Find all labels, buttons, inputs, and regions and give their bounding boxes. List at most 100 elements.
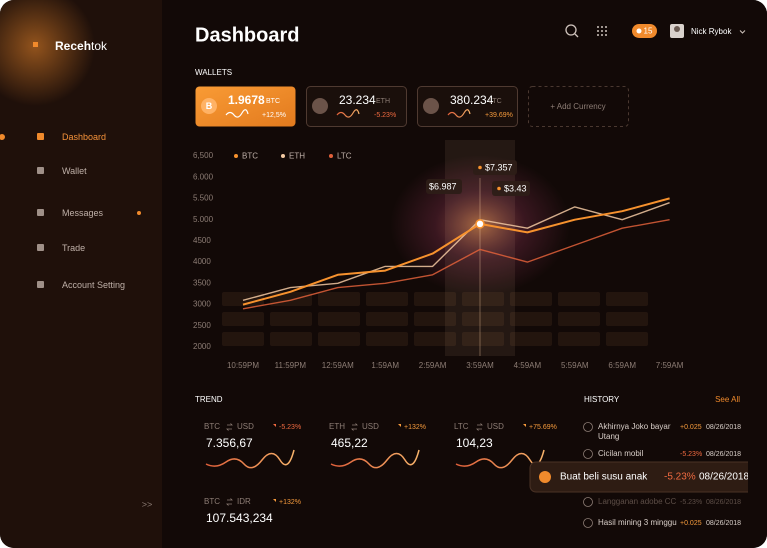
trend-card[interactable]: BTC IDR +132% 107.543,234: [204, 497, 301, 525]
trend-sparkline: [455, 449, 545, 469]
menu-item[interactable]: Account Setting: [37, 280, 125, 290]
trend-price: 107.543,234: [206, 511, 273, 525]
chart-block: [270, 332, 312, 346]
change-arrow: [273, 424, 276, 427]
collapse-button[interactable]: >>: [142, 499, 153, 509]
logo[interactable]: Recehtok: [33, 39, 108, 53]
wallet-card[interactable]: B 1.9678 BTC +12,5%: [195, 86, 296, 127]
card-bg: [195, 86, 296, 127]
trend-base: BTC: [204, 422, 220, 431]
legend-label: LTC: [337, 152, 352, 161]
y-tick-label: 6.000: [193, 172, 214, 181]
menu-item[interactable]: Trade: [37, 243, 85, 253]
trend-sparkline: [330, 449, 420, 469]
avatar: [674, 26, 680, 32]
trend-list: BTC USD -5.23% 7.356,67 ETH USD +132% 465,22 LTC…: [204, 422, 557, 525]
chart-block: [414, 292, 456, 306]
history-item[interactable]: Buat beli susu anak -5.23% 08/26/2018: [529, 461, 756, 493]
tooltip: $6.987: [426, 179, 462, 194]
history-change: +0.025: [680, 424, 702, 431]
badge-icon: [636, 28, 642, 34]
wallet-amount: 380.234: [450, 93, 494, 107]
add-currency[interactable]: + Add Currency: [528, 86, 629, 127]
history-date: 08/26/2018: [706, 520, 741, 527]
menu-label: Messages: [62, 208, 104, 218]
menu-item[interactable]: Dashboard: [37, 132, 106, 142]
legend-label: BTC: [242, 152, 258, 161]
apps-dot: [597, 30, 599, 32]
search-button[interactable]: [565, 24, 579, 38]
trend-price: 465,22: [331, 436, 368, 450]
y-tick-label: 2000: [193, 342, 211, 351]
chart-block: [558, 312, 600, 326]
apps-dot: [605, 34, 607, 36]
chart-block: [318, 292, 360, 306]
apps-button[interactable]: [597, 26, 607, 36]
card-bg: [417, 86, 518, 127]
menu-item[interactable]: Messages: [37, 208, 141, 218]
trend-price: 104,23: [456, 436, 493, 450]
chart-block: [606, 332, 648, 346]
history-date: 08/26/2018: [706, 499, 741, 506]
tooltip-dot: [497, 186, 501, 191]
wallet-sparkline: [336, 109, 360, 118]
wallet-currency: ETH: [376, 98, 390, 105]
y-tick-label: 2500: [193, 321, 211, 330]
history-item[interactable]: Langganan adobe CC -5.23% 08/26/2018: [583, 497, 742, 507]
wallet-currency: BTC: [266, 98, 280, 105]
chart-block: [462, 312, 504, 326]
history-icon: [583, 422, 593, 432]
wallet-cards: B 1.9678 BTC +12,5% 23.234 ETH -5.23% 380.234LT…: [195, 86, 518, 127]
active-indicator: [0, 134, 5, 140]
menu-label: Wallet: [62, 166, 87, 176]
legend-swatch: [281, 154, 285, 158]
hover-point: [475, 219, 485, 229]
chart-block: [414, 332, 456, 346]
chart-block: [270, 292, 312, 306]
chart-block: [366, 292, 408, 306]
x-tick-label: 11:59PM: [275, 361, 307, 370]
trend-card[interactable]: ETH USD +132% 465,22: [329, 422, 426, 469]
chart-block: [318, 312, 360, 326]
series-line: [242, 202, 670, 301]
chart-block: [510, 292, 552, 306]
unread-dot: [137, 211, 141, 215]
user-menu[interactable]: Nick Rybok: [670, 24, 746, 38]
history-change: -5.23%: [664, 472, 696, 483]
change-arrow: [273, 499, 276, 502]
wallet-change: +12,5%: [262, 112, 286, 119]
trend-card[interactable]: LTC USD +75.69% 104,23: [454, 422, 557, 469]
add-currency-label: + Add Currency: [550, 102, 605, 111]
history-item[interactable]: Cicilan mobil -5.23% 08/26/2018: [583, 449, 742, 459]
y-tick-label: 4000: [193, 257, 211, 266]
notification-badge[interactable]: 15: [632, 24, 657, 38]
history-date: 08/26/2018: [706, 424, 741, 431]
search-icon: [574, 33, 579, 38]
trend-card[interactable]: BTC USD -5.23% 7.356,67: [204, 422, 301, 469]
caret: [739, 30, 746, 34]
card-bg: [306, 86, 407, 127]
menu-item[interactable]: Wallet: [37, 166, 87, 176]
chart-block: [270, 312, 312, 326]
chart-block: [462, 332, 504, 346]
trend-quote: IDR: [237, 497, 251, 506]
wallet-card[interactable]: 23.234 ETH -5.23%: [306, 86, 407, 127]
history-title: Buat beli susu anak: [560, 472, 648, 483]
y-tick-label: 3500: [193, 278, 211, 287]
apps-dot: [601, 26, 603, 28]
swap-icon: [226, 498, 233, 506]
tooltip-label: $6.987: [429, 181, 457, 191]
chart-block: [510, 332, 552, 346]
history-item[interactable]: Hasil mining 3 minggu +0.025 08/26/2018: [583, 518, 742, 528]
logo-part: Receh: [55, 39, 91, 53]
trend-quote: USD: [237, 422, 254, 431]
see-all-link[interactable]: See All: [715, 395, 740, 404]
history-title: Hasil mining 3 minggu: [598, 518, 677, 527]
tooltip: $3.43: [492, 181, 530, 196]
tooltip-bg: [492, 181, 530, 196]
x-tick-label: 3:59AM: [466, 361, 494, 370]
